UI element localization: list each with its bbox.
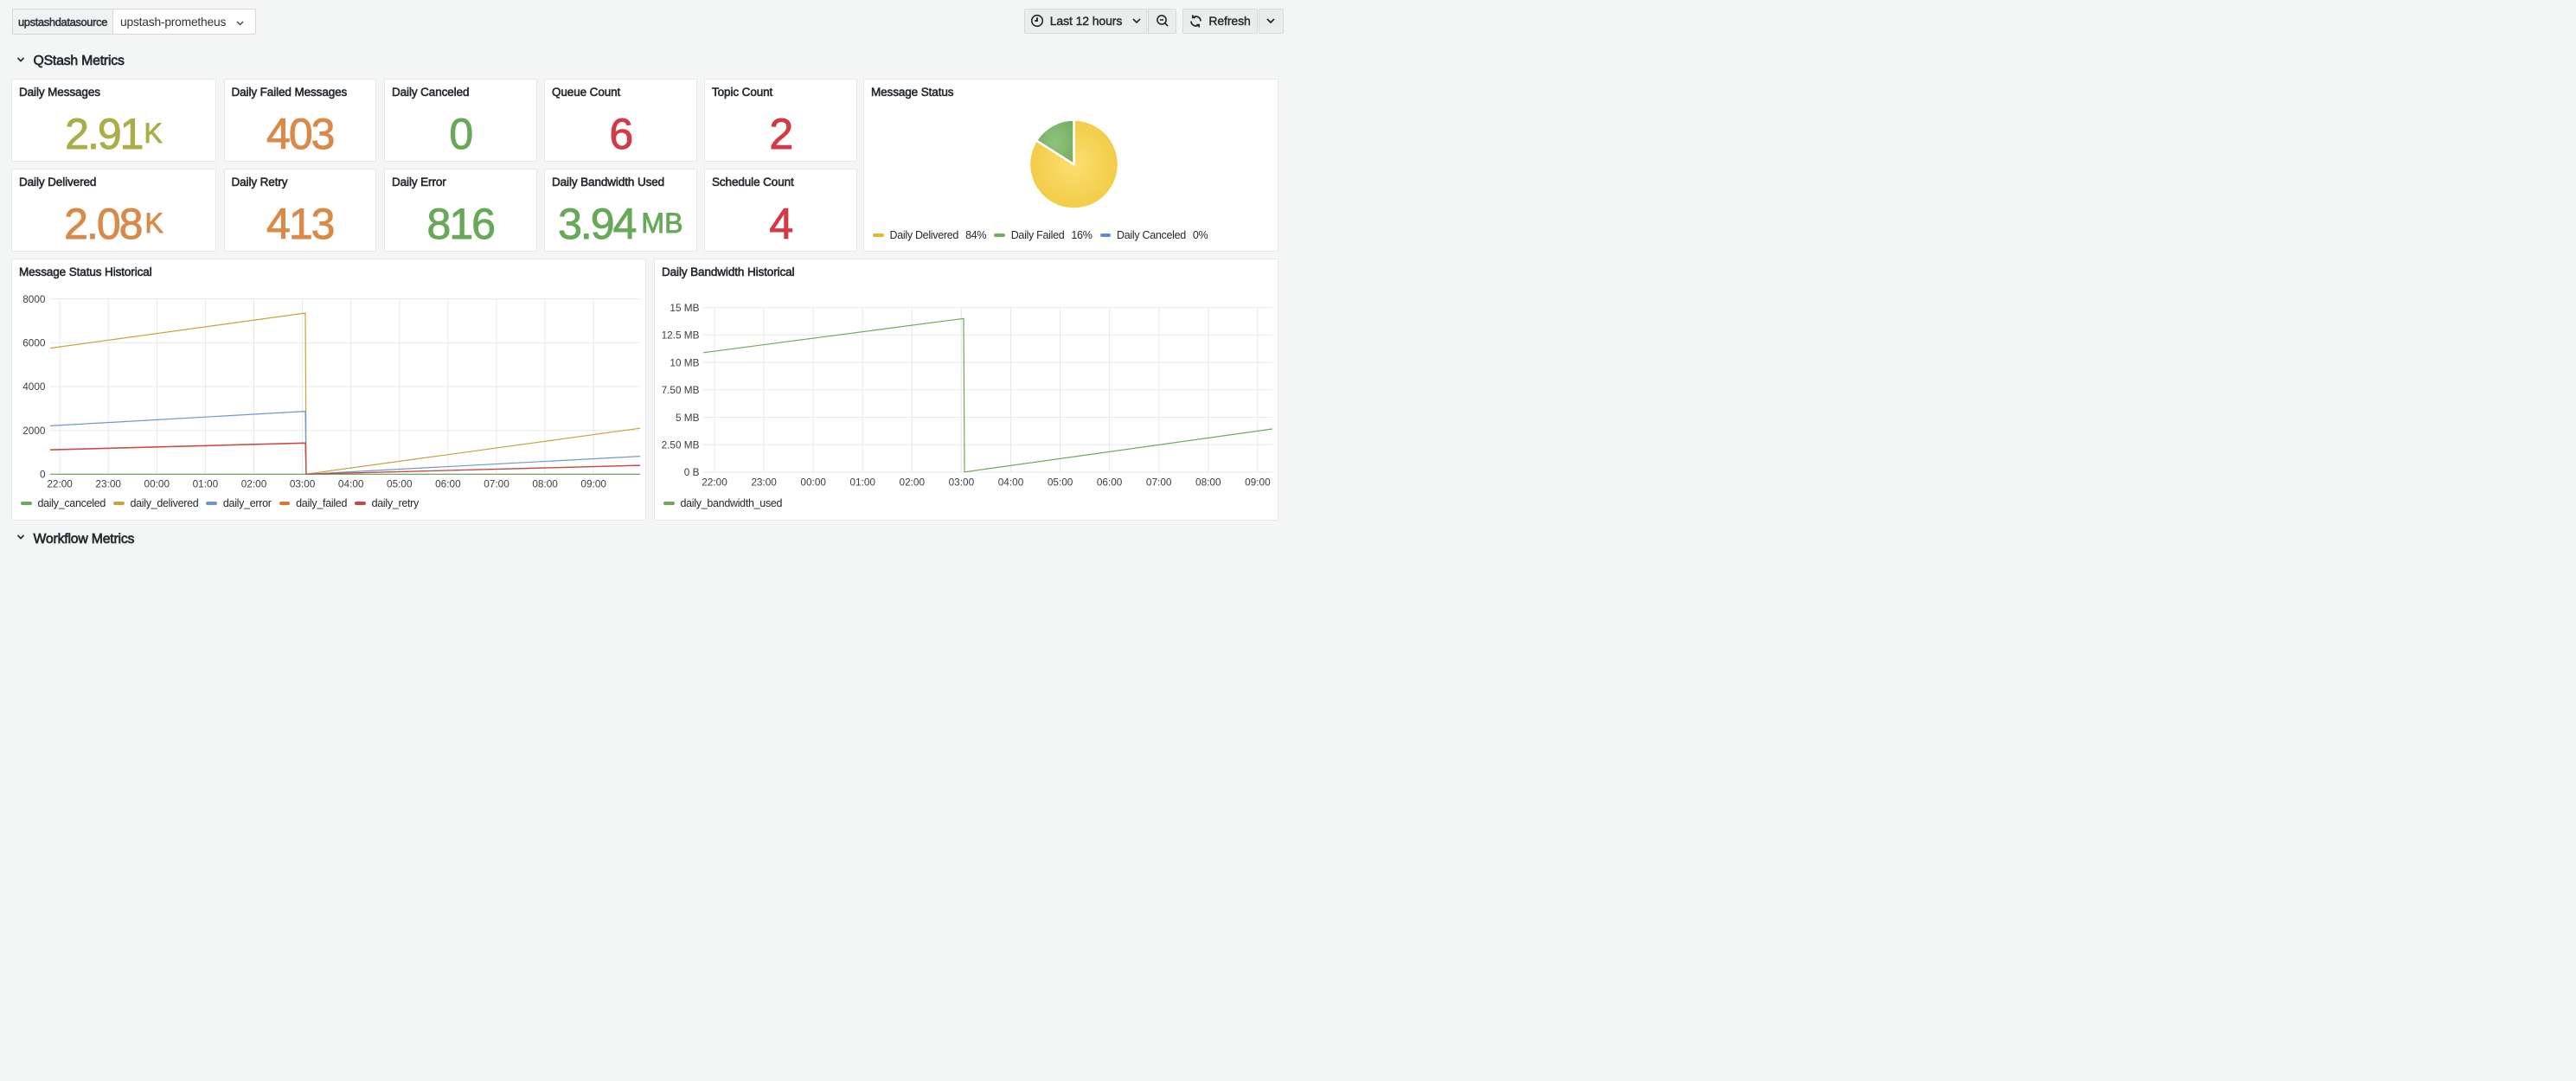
svg-text:2000: 2000 <box>22 425 46 437</box>
svg-text:12.5 MB: 12.5 MB <box>662 329 700 342</box>
svg-text:00:00: 00:00 <box>800 477 826 489</box>
svg-text:0: 0 <box>40 469 46 481</box>
svg-text:23:00: 23:00 <box>95 478 121 490</box>
svg-text:0 B: 0 B <box>684 466 700 478</box>
svg-text:09:00: 09:00 <box>1245 477 1271 489</box>
svg-text:06:00: 06:00 <box>1097 477 1123 489</box>
svg-text:03:00: 03:00 <box>949 477 975 489</box>
svg-text:08:00: 08:00 <box>532 478 558 490</box>
svg-text:7.50 MB: 7.50 MB <box>662 384 700 396</box>
svg-text:01:00: 01:00 <box>193 478 219 490</box>
svg-text:06:00: 06:00 <box>435 478 461 490</box>
svg-text:5 MB: 5 MB <box>676 412 700 424</box>
svg-text:00:00: 00:00 <box>144 478 170 490</box>
svg-text:4000: 4000 <box>22 381 46 393</box>
svg-text:04:00: 04:00 <box>338 478 364 490</box>
svg-text:02:00: 02:00 <box>900 477 926 489</box>
svg-text:15 MB: 15 MB <box>670 302 699 314</box>
svg-text:02:00: 02:00 <box>241 478 267 490</box>
svg-text:07:00: 07:00 <box>1146 477 1172 489</box>
svg-text:8000: 8000 <box>22 293 46 305</box>
svg-text:6000: 6000 <box>22 337 46 349</box>
svg-text:05:00: 05:00 <box>387 478 413 490</box>
svg-text:23:00: 23:00 <box>751 477 777 489</box>
svg-text:2.50 MB: 2.50 MB <box>662 439 700 451</box>
svg-text:01:00: 01:00 <box>849 477 875 489</box>
svg-text:09:00: 09:00 <box>580 478 606 490</box>
svg-text:04:00: 04:00 <box>998 477 1024 489</box>
svg-text:22:00: 22:00 <box>702 477 727 489</box>
svg-text:08:00: 08:00 <box>1195 477 1221 489</box>
svg-text:03:00: 03:00 <box>290 478 316 490</box>
svg-text:22:00: 22:00 <box>47 478 73 490</box>
svg-text:10 MB: 10 MB <box>670 357 699 369</box>
svg-text:07:00: 07:00 <box>484 478 509 490</box>
svg-text:05:00: 05:00 <box>1048 477 1073 489</box>
